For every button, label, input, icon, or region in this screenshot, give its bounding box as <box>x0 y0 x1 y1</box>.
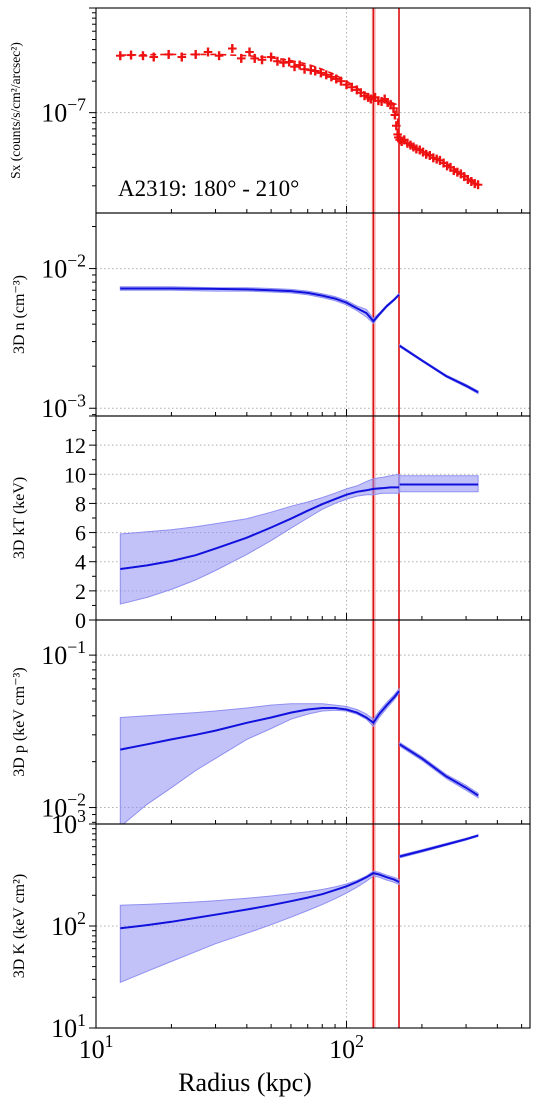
confidence-band-1 <box>119 870 400 984</box>
y-tick-label-exponent: −3 <box>67 390 86 410</box>
x-ticks <box>95 1021 523 1028</box>
y-tick-label-base: 0 <box>75 608 86 633</box>
y-tick-label-base: 4 <box>75 550 86 575</box>
x-tick-label-base: 10 <box>79 1035 105 1064</box>
y-tick-label: 2 <box>75 579 86 604</box>
panel-1: 10−7 Sx (counts/s/cm²/arcsec²) A2319: 180°… <box>8 7 531 214</box>
x-ticks <box>95 817 523 824</box>
y-ticks <box>89 226 96 416</box>
panel-plot-area <box>115 8 483 213</box>
y-axis-label: Sx (counts/s/cm²/arcsec²) <box>8 42 23 179</box>
y-tick-label-base: 10 <box>51 810 77 839</box>
model-dashed-line <box>120 53 479 185</box>
y-tick-label: 10−1 <box>41 637 86 670</box>
y-ticks <box>89 7 96 187</box>
y-tick-label: 8 <box>75 491 86 516</box>
model-line-2 <box>399 743 479 797</box>
x-axis-label: Radius (kpc) <box>178 1068 312 1097</box>
panel-plot-area <box>119 213 479 416</box>
y-tick-label-exponent: −7 <box>67 95 86 115</box>
x-ticks <box>95 206 523 213</box>
model-line-1 <box>120 690 400 751</box>
panel-plot-area <box>119 416 479 620</box>
y-tick-label: 102 <box>51 908 86 941</box>
y-tick-label-base: 10 <box>64 462 86 487</box>
y-tick-label-exponent: −2 <box>67 790 86 810</box>
y-tick-label-base: 8 <box>75 491 86 516</box>
y-tick-label: 10−7 <box>41 95 86 128</box>
y-axis-label: 3D kT (keV) <box>11 477 28 559</box>
y-tick-label: 10−3 <box>41 390 86 423</box>
y-tick-label: 10−2 <box>41 251 86 284</box>
confidence-band-1 <box>119 687 400 824</box>
y-tick-label-exponent: 1 <box>77 1010 86 1030</box>
y-axis-label: 3D n (cm⁻³) <box>11 275 28 354</box>
y-axis-label: 3D p (keV cm⁻³) <box>11 667 28 776</box>
y-tick-label: 4 <box>75 550 86 575</box>
y-tick-label-base: 10 <box>51 1014 77 1043</box>
y-ticks <box>89 823 96 1029</box>
y-ticks <box>89 415 96 621</box>
x-tick-label-exponent: 1 <box>105 1031 114 1051</box>
panel-annotation: A2319: 180° - 210° <box>118 176 299 201</box>
x-ticks <box>95 409 523 416</box>
y-ticks <box>89 654 96 823</box>
y-tick-label: 10 <box>64 462 86 487</box>
y-tick-label-base: 12 <box>64 433 86 458</box>
y-tick-label: 12 <box>64 433 86 458</box>
y-tick-label: 10−2 <box>41 790 86 823</box>
model-line-2 <box>399 344 479 394</box>
y-tick-label-exponent: 3 <box>77 806 86 826</box>
y-tick-label-base: 10 <box>41 99 67 128</box>
x-tick-label: 101 <box>79 1031 114 1064</box>
panel-2: 10−310−23D n (cm⁻³) <box>11 212 531 423</box>
x-ticks <box>95 613 523 620</box>
y-axis-label: 3D K (keV cm²) <box>11 874 28 978</box>
y-tick-label-base: 10 <box>51 912 77 941</box>
model-line-1 <box>120 486 399 570</box>
x-tick-label: 102 <box>329 1031 364 1064</box>
y-tick-label-exponent: 2 <box>77 908 86 928</box>
model-line-1 <box>120 287 400 323</box>
y-tick-label: 101 <box>51 1010 86 1043</box>
y-tick-label-base: 6 <box>75 521 86 546</box>
panel-plot-area <box>119 824 479 1028</box>
panels: 10−7Sx (counts/s/cm²/arcsec²)A2319: 180°… <box>8 7 531 1043</box>
panel-plot-area <box>119 620 479 824</box>
x-tick-label-base: 10 <box>329 1035 355 1064</box>
y-tick-label-base: 2 <box>75 579 86 604</box>
panel-3: 0 2 4 6 8 10 12 3D kT (keV) <box>11 415 531 633</box>
y-tick-label-base: 10 <box>41 255 67 284</box>
y-tick-label: 6 <box>75 521 86 546</box>
y-tick-label-base: 10 <box>41 641 67 670</box>
x-axis: Radius (kpc) 101 102 <box>79 1031 364 1097</box>
y-tick-label-base: 10 <box>41 394 67 423</box>
model-line-2 <box>399 834 479 858</box>
confidence-band-1 <box>119 286 400 325</box>
y-tick-label-exponent: −1 <box>67 637 86 657</box>
confidence-band-1 <box>119 473 400 605</box>
y-tick-label-exponent: −2 <box>67 251 86 271</box>
panel-4: 10−210−13D p (keV cm⁻³) <box>11 619 531 825</box>
model-line-1 <box>120 872 400 930</box>
x-tick-label-exponent: 2 <box>355 1031 364 1051</box>
y-tick-label: 0 <box>75 608 86 633</box>
y-tick-label: 103 <box>51 806 86 839</box>
y-tick-label-base: 10 <box>41 794 67 823</box>
